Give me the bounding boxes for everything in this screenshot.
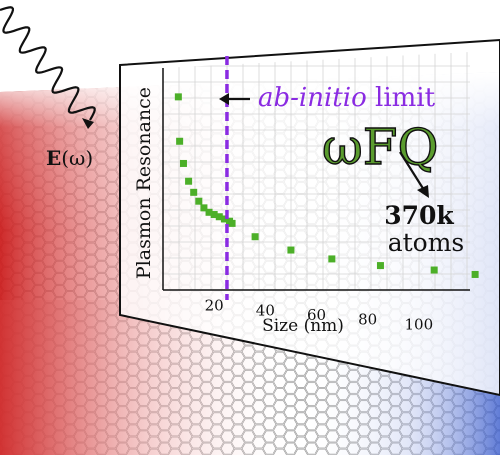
- method-label: ωFQ: [322, 118, 438, 176]
- x-tick-labels: 20 40 60 80 100: [205, 297, 434, 334]
- method-arrow: [399, 151, 425, 191]
- x-tick-label: 60: [307, 306, 326, 324]
- x-tick-label: 20: [205, 297, 224, 315]
- data-points: [174, 93, 479, 278]
- x-axis-label: Size (nm): [262, 316, 344, 336]
- data-point: [471, 270, 479, 278]
- limit-label: ab-initio limit: [258, 83, 436, 113]
- y-axis-label: Plasmon Resonance: [133, 87, 155, 279]
- limit-annotation: ab-initio limit: [219, 83, 436, 113]
- x-tick-label: 40: [256, 301, 275, 319]
- data-point: [190, 188, 198, 196]
- field-label-bold: E: [46, 146, 61, 170]
- atoms-word: atoms: [388, 228, 465, 257]
- data-point: [251, 233, 259, 241]
- data-point: [328, 255, 336, 263]
- limit-label-italic: ab-initio: [258, 83, 367, 113]
- field-label-rest: (ω): [61, 146, 93, 170]
- data-point: [287, 246, 295, 254]
- data-point: [179, 159, 187, 167]
- limit-arrowhead: [219, 93, 229, 105]
- data-point: [205, 208, 213, 216]
- data-point: [195, 197, 203, 205]
- data-point: [220, 215, 228, 223]
- data-point: [200, 204, 208, 212]
- data-point: [210, 211, 218, 219]
- data-point: [376, 262, 384, 270]
- field-label: E(ω): [46, 146, 93, 170]
- data-point: [228, 219, 236, 227]
- data-point: [174, 93, 182, 101]
- data-point: [215, 213, 223, 221]
- x-tick-label: 80: [358, 311, 377, 329]
- atoms-count: 370k: [384, 201, 454, 230]
- data-point: [176, 137, 184, 145]
- method-annotation: ωFQ 370k atoms: [321, 117, 465, 257]
- method-arrowhead: [417, 185, 429, 198]
- incident-field-wave: [0, 6, 96, 129]
- plot-panel: 20 40 60 80 100 Plasmon Resonance Size (nm): [119, 38, 500, 397]
- data-point: [185, 177, 193, 185]
- data-point: [430, 266, 438, 274]
- limit-label-rest: limit: [367, 83, 436, 113]
- x-tick-label: 100: [405, 315, 434, 333]
